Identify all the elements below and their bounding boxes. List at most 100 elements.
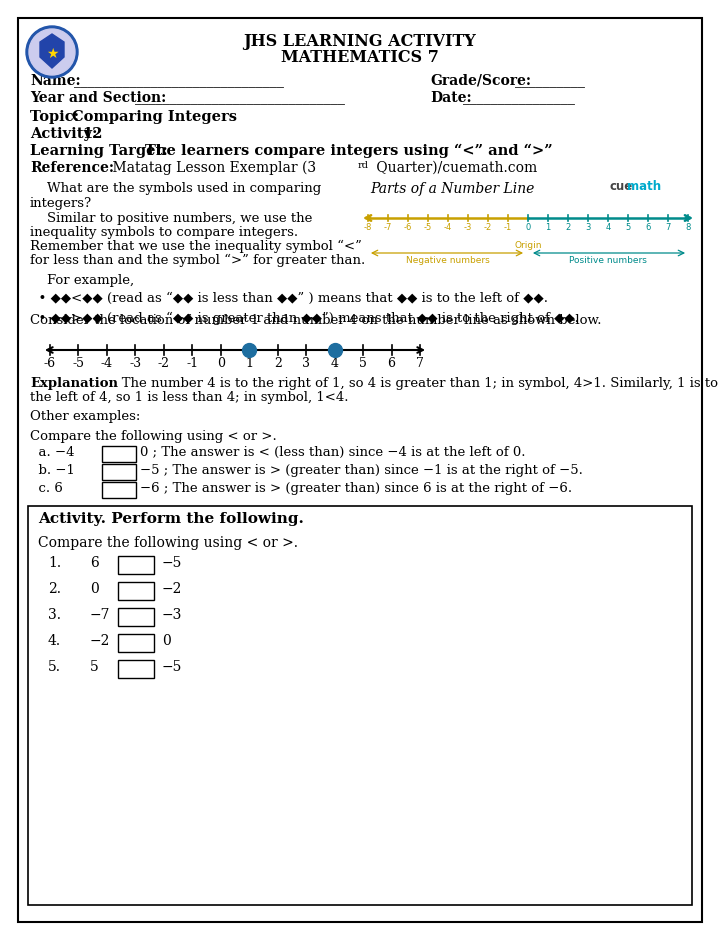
Text: For example,: For example, bbox=[30, 274, 134, 287]
Bar bbox=[102, 464, 136, 480]
Bar bbox=[118, 634, 154, 652]
Text: • ◆◆<◆◆ (read as “◆◆ is less than ◆◆” ) means that ◆◆ is to the left of ◆◆.: • ◆◆<◆◆ (read as “◆◆ is less than ◆◆” ) … bbox=[30, 292, 548, 305]
Bar bbox=[118, 608, 154, 626]
Text: ______________________________: ______________________________ bbox=[74, 74, 284, 88]
Text: 3: 3 bbox=[585, 223, 590, 232]
Text: −5: −5 bbox=[162, 660, 182, 674]
Bar bbox=[118, 582, 154, 600]
Text: Similar to positive numbers, we use the: Similar to positive numbers, we use the bbox=[30, 212, 312, 225]
Text: : The number 4 is to the right of 1, so 4 is greater than 1; in symbol, 4>1. Sim: : The number 4 is to the right of 1, so … bbox=[113, 377, 718, 390]
Text: integers?: integers? bbox=[30, 197, 92, 210]
Text: 6: 6 bbox=[645, 223, 651, 232]
Text: Year and Section:: Year and Section: bbox=[30, 91, 166, 105]
Text: 6: 6 bbox=[90, 556, 99, 570]
Text: Topic:: Topic: bbox=[30, 110, 84, 124]
Text: -2: -2 bbox=[484, 223, 492, 232]
Text: 2.: 2. bbox=[48, 582, 61, 596]
Text: What are the symbols used in comparing: What are the symbols used in comparing bbox=[30, 182, 321, 195]
Text: -8: -8 bbox=[364, 223, 372, 232]
Text: 5: 5 bbox=[359, 357, 367, 370]
Circle shape bbox=[29, 29, 75, 75]
Text: -4: -4 bbox=[101, 357, 113, 370]
Text: Positive numbers: Positive numbers bbox=[569, 256, 647, 265]
Bar bbox=[102, 446, 136, 462]
Text: Matatag Lesson Exemplar (3: Matatag Lesson Exemplar (3 bbox=[95, 161, 316, 176]
Text: for less than and the symbol “>” for greater than.: for less than and the symbol “>” for gre… bbox=[30, 254, 365, 267]
Polygon shape bbox=[40, 34, 64, 68]
Text: math: math bbox=[627, 180, 661, 193]
Text: • ◆◆>◆◆ (read as “◆◆ is greater than ◆◆”) means that ◆◆ is to the right of ◆◆.: • ◆◆>◆◆ (read as “◆◆ is greater than ◆◆”… bbox=[30, 312, 579, 325]
Text: Remember that we use the inequality symbol “<”: Remember that we use the inequality symb… bbox=[30, 240, 362, 253]
Text: rd: rd bbox=[358, 161, 369, 170]
Text: 7: 7 bbox=[665, 223, 671, 232]
Text: 3: 3 bbox=[302, 357, 310, 370]
Text: 5: 5 bbox=[626, 223, 631, 232]
Text: 5.: 5. bbox=[48, 660, 61, 674]
Bar bbox=[102, 482, 136, 498]
Text: Negative numbers: Negative numbers bbox=[406, 256, 490, 265]
Text: -2: -2 bbox=[158, 357, 170, 370]
Text: Origin: Origin bbox=[514, 241, 541, 250]
Circle shape bbox=[26, 26, 78, 78]
Text: -5: -5 bbox=[73, 357, 84, 370]
Text: Consider the location of number 1 and number 4 on the number line as shown below: Consider the location of number 1 and nu… bbox=[30, 314, 601, 327]
Text: 1: 1 bbox=[545, 223, 551, 232]
Text: Parts of a Number Line: Parts of a Number Line bbox=[370, 182, 534, 196]
Text: Comparing Integers: Comparing Integers bbox=[72, 110, 237, 124]
Text: 0: 0 bbox=[526, 223, 531, 232]
Text: Other examples:: Other examples: bbox=[30, 410, 140, 423]
Text: 12: 12 bbox=[82, 127, 102, 141]
Text: cue: cue bbox=[610, 180, 634, 193]
Text: The learners compare integers using “<” and “>”: The learners compare integers using “<” … bbox=[145, 144, 553, 158]
Text: a. −4: a. −4 bbox=[30, 446, 74, 459]
Text: 4: 4 bbox=[606, 223, 611, 232]
Text: -3: -3 bbox=[130, 357, 141, 370]
Text: ________________: ________________ bbox=[463, 91, 575, 105]
Text: -3: -3 bbox=[464, 223, 472, 232]
Text: 6: 6 bbox=[387, 357, 395, 370]
Text: 4: 4 bbox=[330, 357, 338, 370]
Text: 3.: 3. bbox=[48, 608, 61, 622]
Text: 0 ; The answer is < (less than) since −4 is at the left of 0.: 0 ; The answer is < (less than) since −4… bbox=[140, 446, 526, 459]
Text: 7: 7 bbox=[416, 357, 424, 370]
Text: 0: 0 bbox=[217, 357, 225, 370]
Text: 0: 0 bbox=[162, 634, 171, 648]
Text: -1: -1 bbox=[504, 223, 512, 232]
Text: ★: ★ bbox=[46, 47, 58, 61]
Text: −2: −2 bbox=[162, 582, 182, 596]
Text: 4.: 4. bbox=[48, 634, 61, 648]
Text: Name:: Name: bbox=[30, 74, 81, 88]
Text: 2: 2 bbox=[565, 223, 571, 232]
Bar bbox=[118, 660, 154, 678]
Text: -6: -6 bbox=[404, 223, 412, 232]
Text: −5 ; The answer is > (greater than) since −1 is at the right of −5.: −5 ; The answer is > (greater than) sinc… bbox=[140, 464, 583, 477]
Text: 1.: 1. bbox=[48, 556, 61, 570]
Text: 1: 1 bbox=[246, 357, 253, 370]
Text: -7: -7 bbox=[384, 223, 392, 232]
Text: Quarter)/cuemath.com: Quarter)/cuemath.com bbox=[372, 161, 537, 175]
Text: -5: -5 bbox=[424, 223, 432, 232]
Text: 2: 2 bbox=[274, 357, 282, 370]
Text: -4: -4 bbox=[444, 223, 452, 232]
Text: Explanation: Explanation bbox=[30, 377, 118, 390]
Text: the left of 4, so 1 is less than 4; in symbol, 1<4.: the left of 4, so 1 is less than 4; in s… bbox=[30, 391, 348, 404]
Text: −3: −3 bbox=[162, 608, 182, 622]
Text: 8: 8 bbox=[685, 223, 690, 232]
Text: Learning Target:: Learning Target: bbox=[30, 144, 173, 158]
Text: Grade/Score:: Grade/Score: bbox=[430, 74, 531, 88]
Text: MATHEMATICS 7: MATHEMATICS 7 bbox=[281, 49, 439, 66]
Text: c. 6: c. 6 bbox=[30, 482, 63, 495]
Text: −5: −5 bbox=[162, 556, 182, 570]
Text: Reference:: Reference: bbox=[30, 161, 114, 175]
Text: inequality symbols to compare integers.: inequality symbols to compare integers. bbox=[30, 226, 298, 239]
Text: Compare the following using < or >.: Compare the following using < or >. bbox=[38, 536, 298, 550]
Text: −6 ; The answer is > (greater than) since 6 is at the right of −6.: −6 ; The answer is > (greater than) sinc… bbox=[140, 482, 572, 495]
Text: −7: −7 bbox=[90, 608, 110, 622]
Text: JHS LEARNING ACTIVITY: JHS LEARNING ACTIVITY bbox=[243, 33, 477, 50]
Text: -1: -1 bbox=[186, 357, 199, 370]
Text: Date:: Date: bbox=[430, 91, 472, 105]
Text: b. −1: b. −1 bbox=[30, 464, 75, 477]
Text: -6: -6 bbox=[44, 357, 56, 370]
Text: __________: __________ bbox=[515, 74, 585, 88]
Text: 0: 0 bbox=[90, 582, 99, 596]
